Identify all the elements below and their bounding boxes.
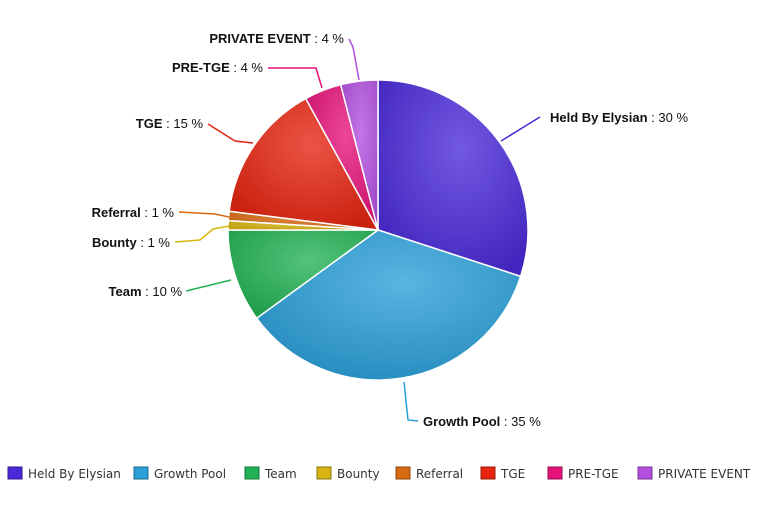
connector-private-event — [348, 38, 360, 81]
legend-swatch — [637, 466, 653, 480]
legend-swatch — [7, 466, 23, 480]
data-label-value: : 1 % — [141, 205, 175, 220]
data-label-value: : 10 % — [142, 284, 183, 299]
connectors-layer — [174, 38, 541, 422]
data-label-growth-pool: Growth Pool : 35 % — [423, 414, 541, 429]
legend-label: Referral — [416, 467, 463, 481]
data-label-pre-tge: PRE-TGE : 4 % — [172, 60, 263, 75]
connector-growth-pool — [403, 381, 419, 422]
pie-slice-team[interactable] — [227, 229, 381, 320]
data-label-name: PRE-TGE — [172, 60, 230, 75]
data-label-team: Team : 10 % — [109, 284, 183, 299]
pie-slice-private-event[interactable] — [339, 79, 379, 231]
labels-layer: Held By Elysian : 30 % Growth Pool : 35 %… — [92, 31, 689, 429]
connector-referral — [178, 211, 230, 218]
data-label-value: : 15 % — [163, 116, 204, 131]
data-label-name: TGE — [136, 116, 163, 131]
legend-label: Bounty — [337, 467, 380, 481]
legend-swatch — [480, 466, 496, 480]
legend-item-held-by-elysian[interactable]: Held By Elysian — [7, 466, 121, 481]
legend-swatch — [316, 466, 332, 480]
data-label-referral: Referral : 1 % — [92, 205, 175, 220]
data-label-name: PRIVATE EVENT — [209, 31, 310, 46]
legend-item-team[interactable]: Team — [244, 466, 297, 481]
connector-held-by-elysian — [500, 116, 541, 142]
data-label-name: Bounty — [92, 235, 138, 250]
pie-slice-tge[interactable] — [228, 97, 380, 231]
legend-label: Held By Elysian — [28, 467, 121, 481]
pie-slice-growth-pool[interactable] — [255, 229, 522, 381]
legend-item-private-event[interactable]: PRIVATE EVENT — [637, 466, 751, 481]
data-label-name: Growth Pool — [423, 414, 500, 429]
data-label-name: Held By Elysian — [550, 110, 648, 125]
legend-item-referral[interactable]: Referral — [395, 466, 463, 481]
legend-label: PRIVATE EVENT — [658, 467, 751, 481]
connector-pre-tge — [268, 67, 323, 89]
legend: Held By Elysian Growth Pool Team Bounty Refe… — [7, 466, 751, 481]
legend-swatch — [133, 466, 149, 480]
data-label-value: : 4 % — [230, 60, 264, 75]
legend-item-tge[interactable]: TGE — [480, 466, 525, 481]
data-label-bounty: Bounty : 1 % — [92, 235, 170, 250]
legend-item-bounty[interactable]: Bounty — [316, 466, 380, 481]
data-label-value: : 4 % — [311, 31, 345, 46]
data-label-held-by-elysian: Held By Elysian : 30 % — [550, 110, 688, 125]
legend-swatch — [395, 466, 411, 480]
pie-slice-held-by-elysian[interactable] — [377, 79, 529, 278]
connector-bounty — [174, 225, 230, 243]
legend-label: Team — [264, 467, 297, 481]
legend-item-growth-pool[interactable]: Growth Pool — [133, 466, 226, 481]
legend-item-pre-tge[interactable]: PRE-TGE — [547, 466, 619, 481]
data-label-name: Referral — [92, 205, 141, 220]
connector-tge — [207, 123, 254, 144]
data-label-private-event: PRIVATE EVENT : 4 % — [209, 31, 344, 46]
data-label-name: Team — [109, 284, 142, 299]
legend-swatch — [244, 466, 260, 480]
legend-label: TGE — [500, 467, 525, 481]
data-label-value: : 30 % — [648, 110, 689, 125]
connector-team — [185, 279, 232, 292]
data-label-value: : 35 % — [500, 414, 541, 429]
legend-swatch — [547, 466, 563, 480]
slices-layer — [227, 79, 529, 381]
legend-label: Growth Pool — [154, 467, 226, 481]
legend-label: PRE-TGE — [568, 467, 619, 481]
data-label-value: : 1 % — [137, 235, 171, 250]
data-label-tge: TGE : 15 % — [136, 116, 204, 131]
